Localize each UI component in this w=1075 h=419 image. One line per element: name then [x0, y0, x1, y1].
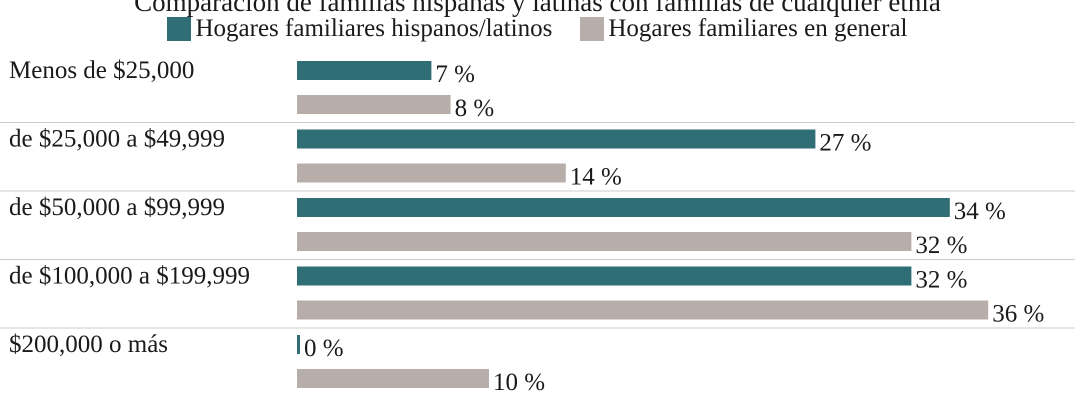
bar-hispanic: [297, 129, 816, 149]
bar-general: [297, 300, 989, 320]
data-label: 14 %: [570, 164, 622, 191]
data-label: 32 %: [915, 267, 967, 294]
bar-general: [297, 163, 566, 183]
category-label: $200,000 o más: [9, 331, 168, 358]
bar-general: [297, 232, 912, 251]
data-label: 32 %: [915, 232, 967, 259]
bar-hispanic: [297, 266, 912, 286]
bar-general: [297, 95, 451, 114]
category-label: de $100,000 a $199,999: [9, 263, 250, 290]
legend-swatch-hispanic: [167, 17, 192, 41]
chart-title: Comparación de familias hispanas y latin…: [134, 0, 941, 17]
legend-label-hispanic: Hogares familiares hispanos/latinos: [195, 15, 553, 42]
bar-hispanic: [297, 335, 300, 354]
data-label: 0 %: [304, 335, 344, 362]
bar-hispanic: [297, 61, 432, 80]
legend-label-general: Hogares familiares en general: [608, 15, 908, 42]
legend-item-general: Hogares familiares en general: [580, 15, 908, 43]
data-label: 34 %: [954, 198, 1006, 225]
category-label: Menos de $25,000: [9, 57, 194, 84]
data-label: 10 %: [493, 369, 545, 396]
data-label: 27 %: [819, 130, 871, 157]
bar-hispanic: [297, 198, 950, 217]
data-label: 7 %: [435, 61, 475, 88]
legend-item-hispanic: Hogares familiares hispanos/latinos: [167, 15, 552, 43]
bar-general: [297, 369, 489, 388]
data-label: 8 %: [455, 95, 495, 122]
category-label: de $50,000 a $99,999: [9, 194, 225, 221]
data-label: 36 %: [992, 301, 1044, 328]
legend-swatch-general: [580, 17, 605, 41]
chart-legend: Hogares familiares hispanos/latinos Hoga…: [0, 14, 1075, 44]
category-label: de $25,000 a $49,999: [9, 126, 225, 153]
